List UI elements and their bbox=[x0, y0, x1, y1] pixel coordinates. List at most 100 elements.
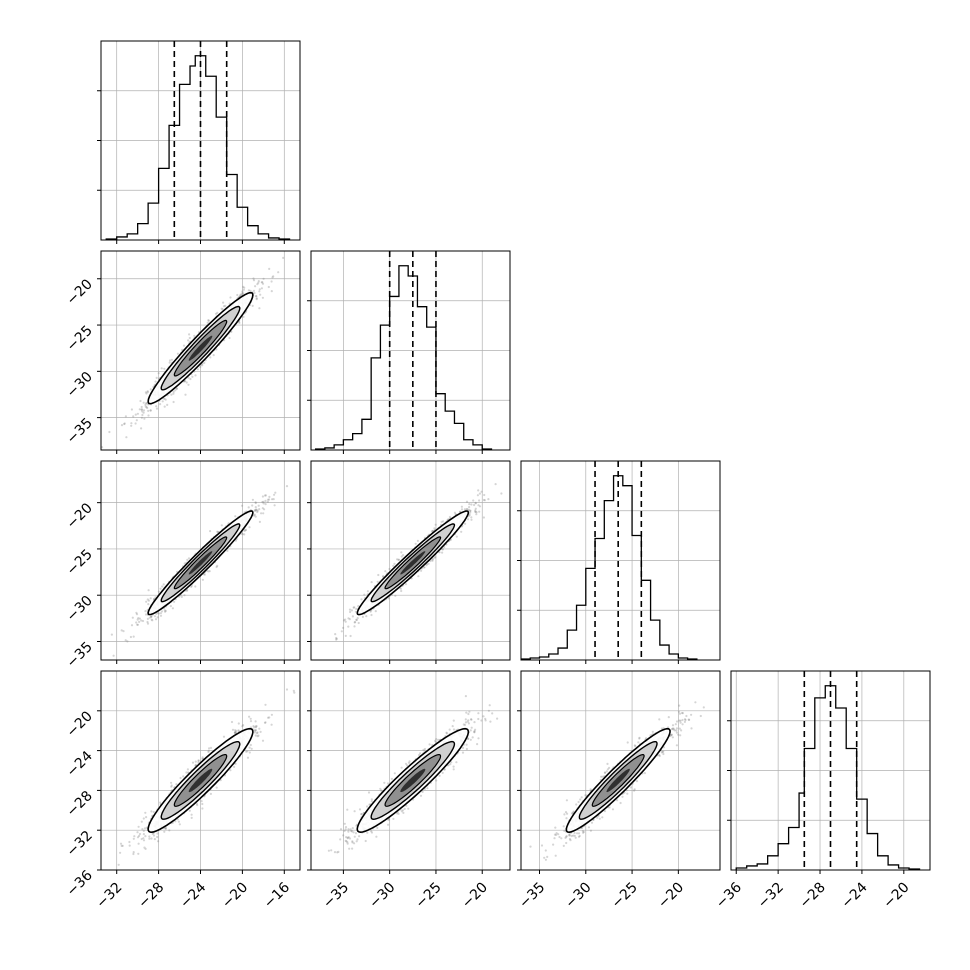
scatter-point bbox=[135, 419, 138, 422]
scatter-point bbox=[136, 623, 139, 626]
scatter-point bbox=[335, 637, 338, 640]
scatter-point bbox=[135, 621, 138, 624]
scatter-point bbox=[159, 614, 163, 617]
scatter-point bbox=[185, 381, 188, 384]
scatter-point bbox=[152, 810, 155, 814]
scatter-point bbox=[242, 315, 245, 318]
scatter-point bbox=[200, 800, 203, 803]
scatter-point bbox=[261, 282, 265, 285]
scatter-point bbox=[351, 615, 354, 618]
scatter-point bbox=[166, 403, 169, 406]
scatter-point bbox=[151, 619, 154, 622]
scatter-point bbox=[468, 503, 471, 506]
scatter-point bbox=[140, 416, 143, 419]
scatter-point bbox=[146, 620, 149, 624]
scatter-point bbox=[136, 831, 139, 834]
scatter-point bbox=[162, 583, 165, 586]
scatter-point bbox=[482, 516, 485, 519]
scatter-point bbox=[342, 619, 346, 622]
scatter-point bbox=[475, 511, 478, 514]
scatter-point bbox=[347, 625, 350, 628]
scatter-point bbox=[285, 485, 289, 488]
scatter-point bbox=[355, 618, 358, 621]
scatter-point bbox=[201, 757, 204, 760]
scatter-point bbox=[256, 283, 259, 286]
scatter-point bbox=[370, 613, 373, 617]
scatter-point bbox=[472, 499, 475, 502]
scatter-point bbox=[188, 333, 191, 336]
scatter-point bbox=[187, 383, 190, 386]
scatter-point bbox=[101, 446, 104, 449]
scatter-point bbox=[361, 615, 364, 619]
scatter-point bbox=[122, 630, 125, 633]
scatter-point bbox=[394, 594, 397, 597]
scatter-point bbox=[476, 494, 479, 497]
scatter-point bbox=[144, 847, 147, 851]
scatter-point bbox=[264, 703, 267, 706]
scatter-point bbox=[170, 781, 173, 784]
scatter-point bbox=[146, 391, 149, 394]
scatter-point bbox=[147, 409, 150, 412]
scatter-point bbox=[140, 408, 144, 411]
panel-frame bbox=[310, 460, 511, 661]
scatter-point bbox=[258, 290, 261, 293]
scatter-point bbox=[474, 507, 477, 510]
scatter-point bbox=[203, 361, 206, 364]
scatter-point bbox=[334, 633, 337, 636]
scatter-point bbox=[417, 575, 420, 578]
scatter-point bbox=[478, 492, 481, 495]
scatter-point bbox=[348, 618, 351, 621]
scatter-point bbox=[254, 509, 257, 512]
scatter-point bbox=[136, 623, 139, 626]
scatter-point bbox=[108, 430, 111, 434]
scatter-point bbox=[365, 615, 368, 618]
scatter-point bbox=[236, 293, 239, 297]
scatter-point bbox=[441, 547, 444, 551]
scatter-point bbox=[466, 508, 469, 511]
scatter-point bbox=[185, 771, 188, 774]
scatter-point bbox=[248, 526, 251, 529]
scatter-point bbox=[138, 620, 141, 624]
histogram-step bbox=[105, 55, 291, 240]
scatter-point bbox=[146, 406, 149, 410]
scatter-point bbox=[255, 509, 258, 512]
scatter-point bbox=[465, 508, 468, 511]
scatter-point bbox=[387, 597, 390, 600]
scatter-point bbox=[186, 558, 189, 562]
scatter-point bbox=[154, 618, 158, 621]
scatter-point bbox=[148, 616, 151, 619]
scatter-point bbox=[153, 615, 157, 618]
scatter-point bbox=[400, 555, 403, 558]
scatter-point bbox=[130, 408, 133, 411]
scatter-point bbox=[262, 502, 265, 505]
scatter-point bbox=[258, 288, 261, 291]
scatter-point bbox=[130, 422, 133, 425]
scatter-point bbox=[140, 405, 143, 409]
scatter-point bbox=[347, 617, 350, 620]
scatter-point bbox=[191, 375, 194, 378]
scatter-point bbox=[187, 339, 190, 342]
scatter-point bbox=[145, 816, 148, 819]
scatter-point bbox=[130, 624, 134, 627]
scatter-point bbox=[212, 354, 215, 357]
scatter-point bbox=[248, 751, 251, 754]
scatter-point bbox=[144, 403, 147, 406]
scatter-point bbox=[494, 483, 497, 486]
scatter-point bbox=[374, 610, 377, 613]
scatter-point bbox=[478, 505, 482, 508]
scatter-point bbox=[172, 400, 175, 404]
scatter-point bbox=[147, 603, 150, 606]
scatter-point bbox=[256, 509, 259, 512]
scatter-point bbox=[159, 801, 162, 804]
scatter-point bbox=[242, 288, 245, 291]
scatter-point bbox=[256, 510, 259, 514]
scatter-point bbox=[271, 276, 274, 279]
scatter-point bbox=[469, 511, 472, 514]
scatter-point bbox=[252, 514, 256, 517]
scatter-point bbox=[464, 522, 467, 525]
scatter-point bbox=[159, 403, 162, 406]
scatter-point bbox=[123, 422, 126, 425]
scatter-point bbox=[400, 589, 403, 593]
scatter-point bbox=[181, 348, 184, 351]
